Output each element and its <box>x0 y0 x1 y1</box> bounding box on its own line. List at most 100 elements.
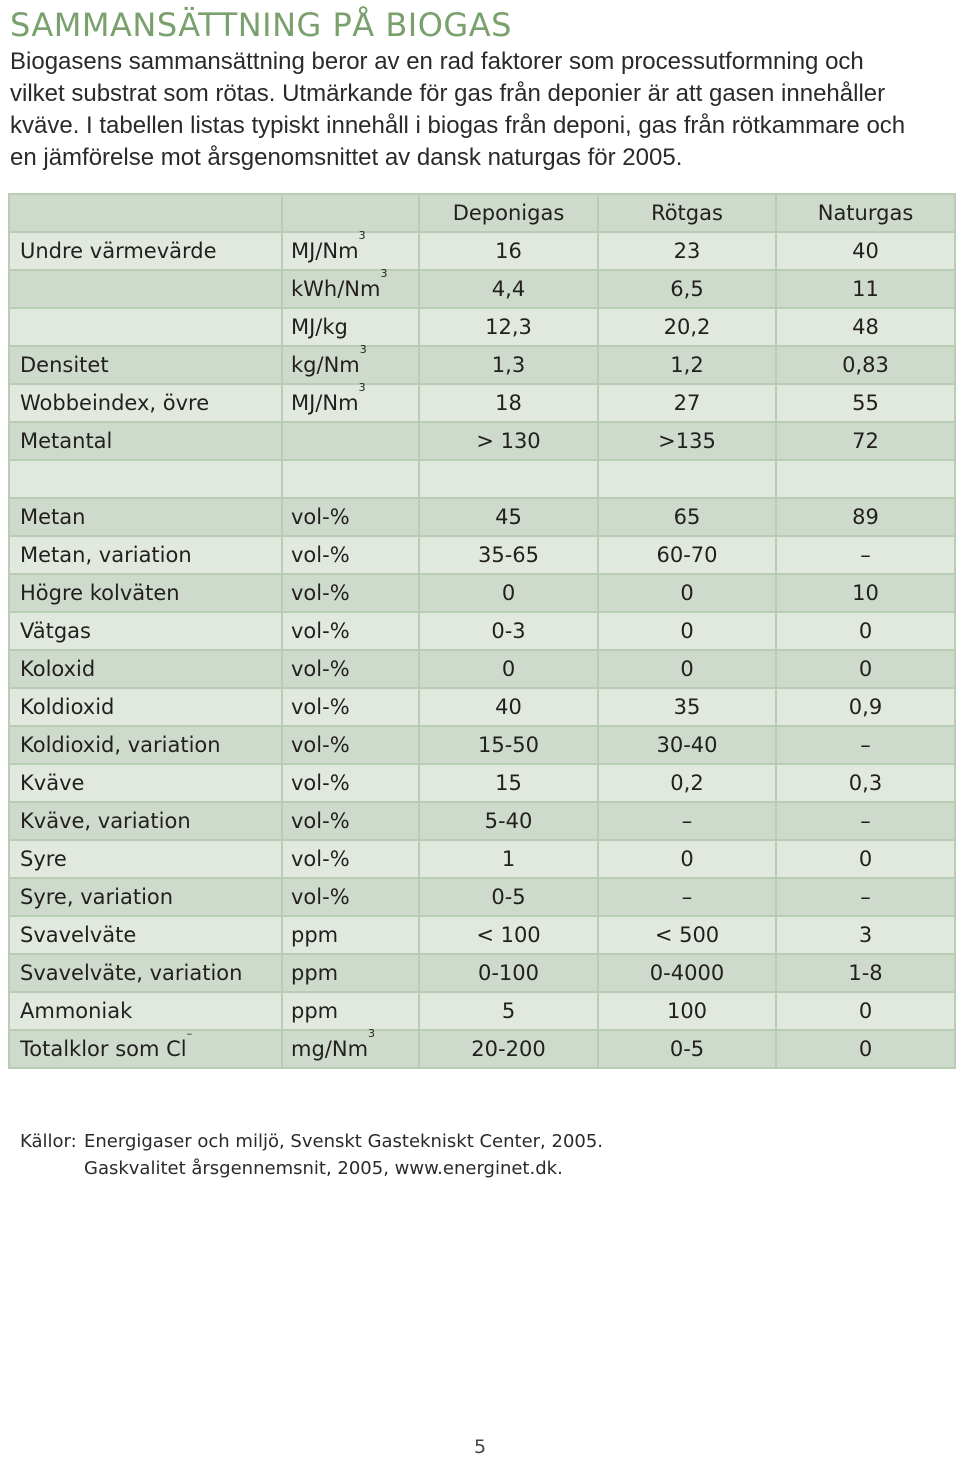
row-label-cell: Svavelväte, variation <box>8 953 283 993</box>
cell-deponigas: 0-5 <box>418 877 599 917</box>
table-row: Svavelväte ppm < 100 < 500 3 <box>8 915 956 955</box>
cell-rotgas: 0-5 <box>597 1029 777 1069</box>
table-row: Koldioxid vol-% 40 35 0,9 <box>8 687 956 727</box>
row-label: Koloxid <box>20 657 96 681</box>
cell-rotgas: 0 <box>597 649 777 689</box>
cell-rotgas: 27 <box>597 383 777 423</box>
row-label-cell: Totalklor som Cl– <box>8 1028 283 1069</box>
cell-rotgas: 100 <box>597 991 777 1031</box>
row-unit-cell: vol-% <box>281 687 420 727</box>
row-label: Koldioxid, variation <box>20 733 221 757</box>
row-unit-cell: MJ/Nm3 <box>281 229 420 271</box>
row-unit: vol-% <box>291 695 350 719</box>
unit-superscript: 3 <box>358 381 366 394</box>
cell-naturgas: – <box>775 535 956 575</box>
row-label: Metan, variation <box>20 543 192 567</box>
table-row: Metan, variation vol-% 35-65 60-70– <box>8 535 956 575</box>
source-line-2: Gaskvalitet årsgennemsnit, 2005, www.ene… <box>84 1158 563 1179</box>
cell-rotgas: 6,5 <box>597 269 777 309</box>
cell-rotgas: – <box>597 877 777 917</box>
cell-deponigas: < 100 <box>418 915 599 955</box>
row-label-cell: Densitet <box>8 345 283 385</box>
row-unit-cell: kg/Nm3 <box>281 344 420 385</box>
row-unit: ppm <box>291 961 339 985</box>
row-unit-cell: ppm <box>281 991 420 1031</box>
cell-rotgas: 0 <box>597 573 777 613</box>
unit-superscript: 3 <box>358 229 366 242</box>
cell-rotgas: 1,2 <box>597 345 777 385</box>
unit-superscript: 3 <box>380 267 388 280</box>
row-label: Ammoniak <box>20 999 133 1023</box>
row-unit-cell: vol-% <box>281 497 420 537</box>
table-row: Ammoniak ppm 5 100 0 <box>8 991 956 1031</box>
unit-superscript: 3 <box>368 1027 376 1040</box>
table-header-row: Deponigas Rötgas Naturgas <box>8 193 956 233</box>
row-label-cell: Vätgas <box>8 611 283 651</box>
cell-deponigas: 18 <box>418 383 599 423</box>
row-label: Metan <box>20 505 86 529</box>
cell-deponigas: 12,3 <box>418 307 599 347</box>
cell-naturgas: 55 <box>775 383 956 423</box>
cell-naturgas: 0 <box>775 839 956 879</box>
biogas-composition-table: Deponigas Rötgas Naturgas Undre värmevär… <box>8 193 956 1069</box>
row-label-cell: Ammoniak <box>8 991 283 1031</box>
cell-deponigas: 5 <box>418 991 599 1031</box>
page-number: 5 <box>473 1436 487 1458</box>
row-unit-cell: vol-% <box>281 877 420 917</box>
cell-rotgas: 20,2 <box>597 307 777 347</box>
cell-rotgas: 0-4000 <box>597 953 777 993</box>
cell-rotgas: >135 <box>597 421 777 461</box>
row-label: Koldioxid <box>20 695 115 719</box>
row-label-cell: Metan, variation <box>8 535 283 575</box>
cell-deponigas: 0-3 <box>418 611 599 651</box>
source-line-1: Energigaser och miljö, Svenskt Gasteknis… <box>84 1131 604 1152</box>
cell-naturgas <box>775 459 956 499</box>
row-unit: MJ/Nm <box>291 391 359 415</box>
row-label: Högre kolväten <box>20 581 180 605</box>
cell-deponigas: 4,4 <box>418 269 599 309</box>
row-unit: kWh/Nm <box>291 277 381 301</box>
row-unit-cell <box>281 421 420 461</box>
cell-rotgas: 0,2 <box>597 763 777 803</box>
table-row: Metan vol-% 45 65 89 <box>8 497 956 537</box>
cell-deponigas: 0-100 <box>418 953 599 993</box>
cell-deponigas: 35-65 <box>418 535 599 575</box>
page-title: SAMMANSÄTTNING PÅ BIOGAS <box>10 6 512 44</box>
cell-rotgas <box>597 459 777 499</box>
cell-deponigas <box>418 459 599 499</box>
row-label: Kväve, variation <box>20 809 191 833</box>
row-label: Svavelväte, variation <box>20 961 243 985</box>
cell-deponigas: 1,3 <box>418 345 599 385</box>
cell-naturgas: – <box>775 877 956 917</box>
row-unit: vol-% <box>291 657 350 681</box>
row-label-cell <box>8 459 283 499</box>
row-label-cell: Högre kolväten <box>8 573 283 613</box>
row-unit: vol-% <box>291 581 350 605</box>
row-unit: vol-% <box>291 619 350 643</box>
cell-naturgas: 0 <box>775 611 956 651</box>
row-unit-cell: vol-% <box>281 801 420 841</box>
row-unit-cell: vol-% <box>281 611 420 651</box>
row-unit-cell: vol-% <box>281 649 420 689</box>
table-row: Wobbeindex, övre MJ/Nm3 18 27 55 <box>8 381 956 423</box>
header-deponigas: Deponigas <box>418 193 599 233</box>
row-label-cell: Koldioxid, variation <box>8 725 283 765</box>
table-row: Syre vol-% 1 0 0 <box>8 839 956 879</box>
row-unit: ppm <box>291 999 339 1023</box>
cell-deponigas: 0 <box>418 649 599 689</box>
table-row: Densitet kg/Nm3 1,3 1,2 0,83 <box>8 344 956 385</box>
cell-deponigas: 45 <box>418 497 599 537</box>
row-label-cell: Koldioxid <box>8 687 283 727</box>
row-unit-cell: ppm <box>281 953 420 993</box>
cell-naturgas: 0,9 <box>775 687 956 727</box>
row-label-cell: Syre <box>8 839 283 879</box>
cell-rotgas: 35 <box>597 687 777 727</box>
row-unit: MJ/Nm <box>291 239 359 263</box>
cell-naturgas: 1-8 <box>775 953 956 993</box>
row-unit-cell: vol-% <box>281 535 420 575</box>
row-unit: vol-% <box>291 543 350 567</box>
cell-naturgas: 0,3 <box>775 763 956 803</box>
row-label-cell: Kväve, variation <box>8 801 283 841</box>
cell-naturgas: 11 <box>775 269 956 309</box>
row-unit-cell: vol-% <box>281 763 420 803</box>
